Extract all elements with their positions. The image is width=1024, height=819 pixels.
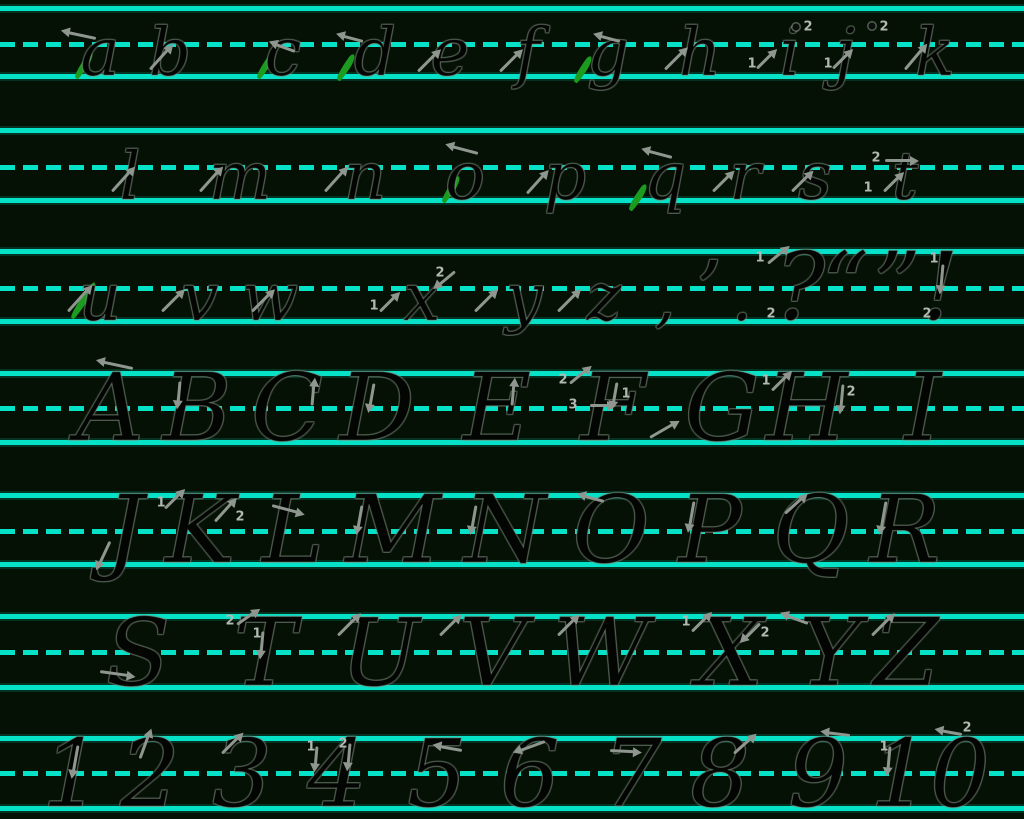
stroke-order-number: 2 bbox=[760, 625, 770, 641]
stroke-order-number: 1 bbox=[929, 251, 939, 267]
stroke-order-number: 1 bbox=[823, 56, 833, 72]
stroke-order-number: 2 bbox=[846, 384, 856, 400]
stroke-order-number: 1 bbox=[306, 739, 316, 755]
stroke-order-number: 1 bbox=[863, 180, 873, 196]
stroke-order-number: 2 bbox=[879, 19, 889, 35]
stroke-order-number: 2 bbox=[235, 509, 245, 525]
stroke-order-number: 1 bbox=[681, 614, 691, 630]
guide-line-base bbox=[0, 685, 1024, 690]
stroke-order-number: 2 bbox=[962, 720, 972, 736]
stroke-arrow-icon bbox=[590, 404, 608, 407]
stroke-arrow-icon bbox=[378, 296, 396, 313]
stroke-order-number: 1 bbox=[369, 298, 379, 314]
guide-line-middle bbox=[0, 529, 1024, 534]
stroke-order-number: 2 bbox=[225, 613, 235, 629]
stroke-order-number: 1 bbox=[621, 386, 631, 402]
guide-line-top bbox=[0, 736, 1024, 741]
stroke-order-number: 2 bbox=[871, 150, 881, 166]
stroke-order-number: 1 bbox=[252, 626, 262, 642]
guide-line-middle bbox=[0, 650, 1024, 655]
guide-line-middle bbox=[0, 42, 1024, 47]
guide-line-base bbox=[0, 562, 1024, 567]
guide-line-top bbox=[0, 371, 1024, 376]
guide-line-middle bbox=[0, 771, 1024, 776]
guide-line-middle bbox=[0, 406, 1024, 411]
guide-line-top bbox=[0, 493, 1024, 498]
stroke-arrow-icon bbox=[438, 618, 457, 637]
stroke-arrow-icon bbox=[323, 171, 344, 193]
stroke-arrow-icon bbox=[885, 159, 911, 162]
guide-line-base bbox=[0, 198, 1024, 203]
stroke-order-number: 1 bbox=[156, 495, 166, 511]
guide-line-top bbox=[0, 249, 1024, 254]
stroke-order-number: 2 bbox=[803, 19, 813, 35]
stroke-order-number: 3 bbox=[568, 397, 578, 413]
stroke-arrow-icon bbox=[649, 423, 674, 439]
guide-line-top bbox=[0, 614, 1024, 619]
guide-line-middle bbox=[0, 286, 1024, 291]
guide-line-base bbox=[0, 319, 1024, 324]
guide-line-top bbox=[0, 6, 1024, 11]
stroke-order-number: 1 bbox=[761, 373, 771, 389]
letter-dot-marker bbox=[868, 22, 876, 30]
stroke-order-number: 1 bbox=[747, 56, 757, 72]
guide-line-middle bbox=[0, 165, 1024, 170]
guide-line-base bbox=[0, 806, 1024, 811]
stroke-arrow-icon bbox=[711, 174, 730, 193]
letter-dot-marker bbox=[792, 23, 800, 31]
stroke-order-number: 2 bbox=[338, 736, 348, 752]
stroke-order-number: 2 bbox=[435, 265, 445, 281]
stroke-arrow-icon bbox=[473, 293, 494, 313]
stroke-order-number: 2 bbox=[922, 306, 932, 322]
stroke-order-number: 2 bbox=[766, 306, 776, 322]
guide-line-top bbox=[0, 128, 1024, 133]
guide-line-base bbox=[0, 74, 1024, 79]
stroke-arrow-icon bbox=[755, 53, 773, 70]
stroke-order-number: 1 bbox=[879, 739, 889, 755]
stroke-arrow-icon bbox=[556, 293, 577, 313]
guide-line-base bbox=[0, 440, 1024, 445]
stroke-arrow-icon bbox=[160, 293, 181, 313]
stroke-order-number: 1 bbox=[755, 250, 765, 266]
stroke-order-number: 2 bbox=[558, 372, 568, 388]
stroke-arrow-icon bbox=[525, 174, 545, 195]
